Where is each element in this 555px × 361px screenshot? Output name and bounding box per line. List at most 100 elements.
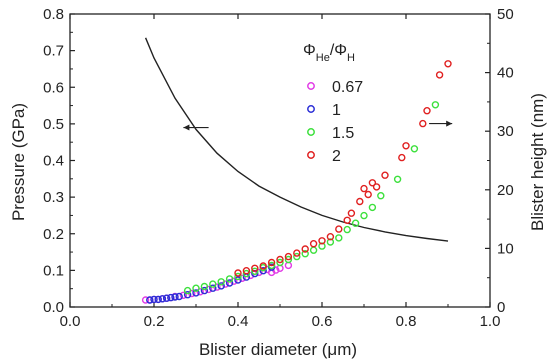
- legend-title-sub1: He: [316, 52, 330, 64]
- data-point: [410, 145, 419, 153]
- y-tick-label: 0.5: [43, 116, 64, 133]
- data-point: [242, 269, 251, 278]
- left-axis-arrow-head: [183, 124, 190, 131]
- y2-tick-label: 10: [497, 240, 514, 257]
- data-point: [431, 101, 440, 109]
- y-tick-label: 0.8: [43, 6, 64, 23]
- data-point: [200, 282, 209, 291]
- y-axis-label: Pressure (GPa): [9, 103, 28, 221]
- data-point: [343, 225, 351, 234]
- data-point: [293, 252, 301, 261]
- legend-marker: [307, 105, 315, 113]
- data-point: [318, 237, 326, 245]
- data-point: [192, 289, 200, 297]
- legend-title-phi1: Φ: [303, 42, 316, 59]
- data-point: [217, 278, 225, 286]
- data-point: [238, 274, 246, 282]
- pressure-curve-layer: [144, 37, 449, 242]
- data-point: [377, 191, 385, 200]
- data-point: [234, 269, 242, 277]
- legend-marker: [307, 82, 315, 90]
- series-1: [146, 263, 276, 304]
- x-tick-label: 0.8: [396, 313, 417, 330]
- y-tick-label: 0.2: [43, 226, 64, 243]
- data-point: [251, 264, 259, 272]
- legend-entry-label: 2: [332, 148, 341, 165]
- data-point: [393, 175, 402, 184]
- data-point: [225, 279, 234, 287]
- data-point: [368, 203, 377, 212]
- data-point: [360, 184, 368, 193]
- data-point: [175, 292, 183, 301]
- data-point: [251, 267, 259, 275]
- data-point: [368, 179, 377, 187]
- data-point: [381, 171, 389, 179]
- data-point: [372, 183, 381, 191]
- series-2: [234, 60, 452, 277]
- data-point: [423, 106, 431, 115]
- data-point: [267, 258, 276, 267]
- legend-entry-label: 0.67: [332, 79, 363, 96]
- data-point: [150, 295, 158, 304]
- data-point: [293, 249, 301, 257]
- legend: ΦHe/ΦH 0.67 1 1.5 2: [303, 42, 363, 165]
- data-point: [196, 288, 204, 296]
- legend-entries: 0.67 1 1.5 2: [307, 79, 363, 165]
- y2-tick-label: 50: [497, 6, 514, 23]
- data-point: [259, 267, 267, 275]
- y2-axis-label: Blister height (nm): [528, 93, 547, 231]
- data-point: [183, 291, 192, 299]
- data-point: [309, 239, 318, 248]
- data-point: [364, 190, 372, 199]
- y-tick-label: 0.7: [43, 43, 64, 60]
- data-point: [234, 272, 242, 281]
- y-axis-right: 0 10 20 30 40 50: [485, 6, 514, 316]
- right-axis-arrow-head: [446, 120, 453, 127]
- y2-tick-label: 20: [497, 182, 514, 199]
- data-point: [335, 225, 343, 233]
- legend-title: ΦHe/ΦH: [303, 42, 355, 64]
- x-axis-label: Blister diameter (μm): [199, 340, 357, 359]
- x-tick-label: 0.6: [312, 313, 333, 330]
- x-tick-label: 0.2: [144, 313, 165, 330]
- data-point: [435, 71, 444, 79]
- data-point: [444, 60, 452, 68]
- data-point: [284, 255, 293, 264]
- data-point: [356, 197, 364, 206]
- legend-title-sep: /Φ: [330, 42, 347, 59]
- legend-marker: [307, 128, 315, 136]
- data-point: [154, 295, 162, 304]
- x-tick-label: 1.0: [480, 313, 501, 330]
- data-point: [234, 276, 242, 284]
- y-tick-label: 0.6: [43, 79, 64, 96]
- legend-title-sub2: H: [347, 52, 355, 64]
- legend-marker: [307, 151, 315, 159]
- data-point: [158, 295, 167, 303]
- data-point: [259, 262, 267, 270]
- data-point: [398, 153, 406, 162]
- data-point: [217, 282, 225, 290]
- data-point: [209, 280, 217, 288]
- data-point: [284, 261, 293, 270]
- y-axis-left: 0.0 0.1 0.2 0.3 0.4 0.5 0.6 0.7 0.8: [43, 6, 75, 316]
- data-point: [267, 261, 276, 270]
- y-tick-label: 0.3: [43, 189, 64, 206]
- axis-arrows: [183, 120, 453, 131]
- data-point: [309, 246, 318, 254]
- data-point: [162, 294, 171, 302]
- y2-tick-label: 0: [497, 299, 505, 316]
- x-tick-label: 0.0: [60, 313, 81, 330]
- y2-tick-label: 40: [497, 65, 514, 82]
- data-point: [209, 284, 217, 292]
- data-point: [351, 219, 360, 227]
- data-point: [301, 245, 309, 253]
- y-tick-label: 0.1: [43, 262, 64, 279]
- series-1.5: [183, 101, 440, 295]
- y2-tick-label: 30: [497, 123, 514, 140]
- data-point: [242, 267, 251, 275]
- data-points-layer: [141, 60, 452, 304]
- data-point: [200, 286, 209, 295]
- y-tick-label: 0.4: [43, 153, 64, 170]
- data-point: [347, 209, 356, 217]
